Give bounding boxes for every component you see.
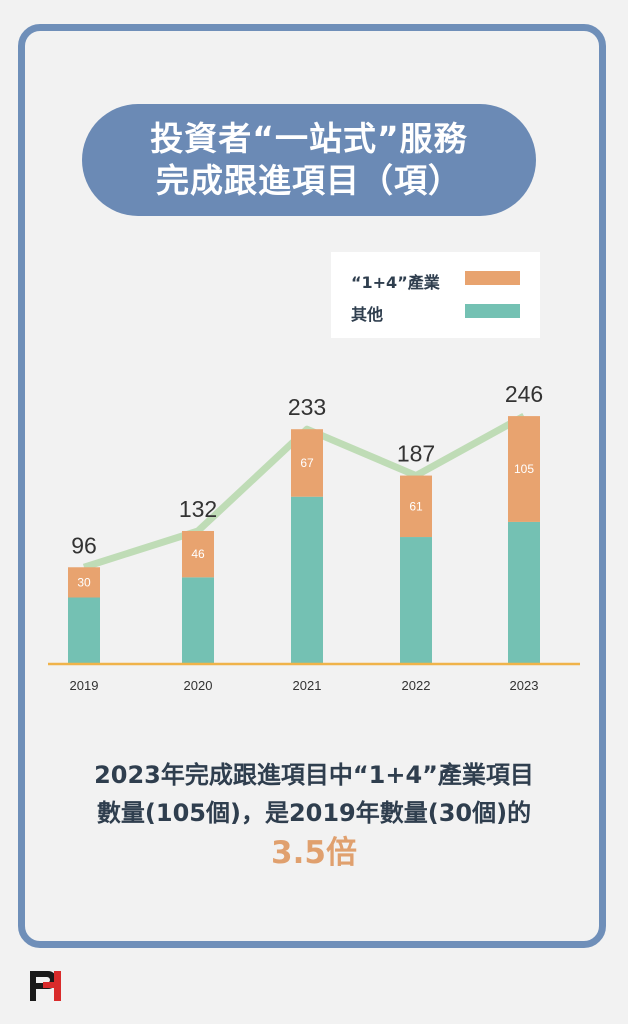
title-line-2: 完成跟進項目（項） bbox=[156, 161, 462, 200]
industry-value-label-2022: 61 bbox=[409, 499, 423, 513]
summary-line-1: 2023年完成跟進項目中“1+4”產業項目 bbox=[94, 761, 534, 789]
legend-label-industry: “1+4”產業 bbox=[351, 273, 440, 292]
industry-value-label-2019: 30 bbox=[77, 575, 91, 589]
legend-swatch-industry bbox=[465, 271, 520, 285]
total-label-2022: 187 bbox=[397, 441, 435, 467]
legend-label-other: 其他 bbox=[351, 305, 384, 324]
total-label-2021: 233 bbox=[288, 394, 326, 420]
bar-other-2022 bbox=[400, 537, 432, 664]
title-pill: 投資者“一站式”服務 完成跟進項目（項） bbox=[82, 104, 536, 216]
pi-logo-icon bbox=[30, 971, 61, 1001]
total-label-2023: 246 bbox=[505, 381, 543, 407]
legend: “1+4”產業 其他 bbox=[331, 252, 540, 338]
industry-value-label-2021: 67 bbox=[300, 456, 314, 470]
legend-swatch-other bbox=[465, 304, 520, 318]
bar-industry-2022 bbox=[400, 475, 432, 538]
bar-other-2020 bbox=[182, 577, 214, 664]
total-label-2019: 96 bbox=[71, 532, 97, 558]
x-tick-2023: 2023 bbox=[510, 678, 539, 693]
x-tick-2022: 2022 bbox=[402, 678, 431, 693]
industry-value-label-2020: 46 bbox=[191, 547, 205, 561]
bar-other-2021 bbox=[291, 496, 323, 664]
x-tick-2019: 2019 bbox=[70, 678, 99, 693]
bar-industry-2021 bbox=[291, 429, 323, 497]
summary-highlight: 3.5倍 bbox=[271, 835, 357, 871]
stacked-bar-chart: 30 96 2019 46 132 2020 67 233 2021 61 187 2022 105 24… bbox=[48, 381, 580, 693]
summary-line-2: 數量(105個)，是2019年數量(30個)的 bbox=[96, 799, 532, 827]
x-tick-2021: 2021 bbox=[293, 678, 322, 693]
title-line-1: 投資者“一站式”服務 bbox=[150, 119, 468, 158]
industry-value-label-2023: 105 bbox=[514, 462, 534, 476]
bar-industry-2020 bbox=[182, 530, 214, 578]
bar-industry-2023 bbox=[508, 416, 540, 522]
bar-industry-2019 bbox=[68, 567, 100, 598]
total-label-2020: 132 bbox=[179, 496, 217, 522]
bar-other-2023 bbox=[508, 521, 540, 664]
bar-other-2019 bbox=[68, 597, 100, 664]
x-tick-2020: 2020 bbox=[184, 678, 213, 693]
